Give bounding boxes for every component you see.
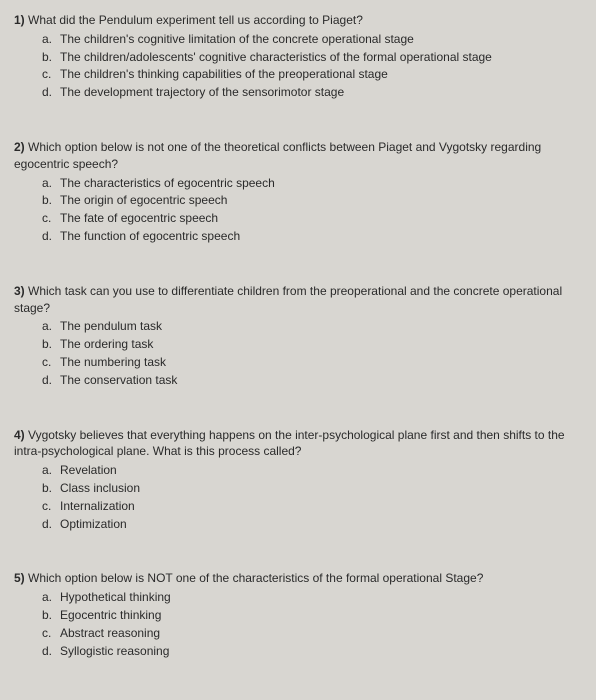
option-row: b.Egocentric thinking <box>42 607 582 624</box>
option-text: The origin of egocentric speech <box>60 193 227 207</box>
question-number: 1) <box>14 13 25 27</box>
option-letter: b. <box>42 480 60 497</box>
option-text: The children's thinking capabilities of … <box>60 67 388 81</box>
option-letter: a. <box>42 175 60 192</box>
option-row: d.Syllogistic reasoning <box>42 643 582 660</box>
question-block: 3) Which task can you use to differentia… <box>14 283 582 389</box>
options-list: a.Revelation b.Class inclusion c.Interna… <box>14 462 582 532</box>
option-text: The characteristics of egocentric speech <box>60 176 275 190</box>
options-list: a.The characteristics of egocentric spee… <box>14 175 582 245</box>
question-text: 4) Vygotsky believes that everything hap… <box>14 427 582 461</box>
option-row: d.The development trajectory of the sens… <box>42 84 582 101</box>
option-row: a.The pendulum task <box>42 318 582 335</box>
option-row: a.Revelation <box>42 462 582 479</box>
option-letter: d. <box>42 372 60 389</box>
option-text: The children's cognitive limitation of t… <box>60 32 414 46</box>
option-text: Internalization <box>60 499 135 513</box>
option-text: The children/adolescents' cognitive char… <box>60 50 492 64</box>
option-text: The development trajectory of the sensor… <box>60 85 344 99</box>
option-letter: d. <box>42 84 60 101</box>
option-letter: c. <box>42 354 60 371</box>
option-letter: b. <box>42 192 60 209</box>
question-body: Which task can you use to differentiate … <box>14 284 562 315</box>
option-row: d.The conservation task <box>42 372 582 389</box>
question-body: Which option below is NOT one of the cha… <box>28 571 483 585</box>
option-letter: c. <box>42 66 60 83</box>
question-block: 5) Which option below is NOT one of the … <box>14 570 582 659</box>
question-text: 5) Which option below is NOT one of the … <box>14 570 582 587</box>
option-text: Revelation <box>60 463 117 477</box>
option-letter: b. <box>42 49 60 66</box>
option-row: b.The origin of egocentric speech <box>42 192 582 209</box>
option-text: The fate of egocentric speech <box>60 211 218 225</box>
option-text: The pendulum task <box>60 319 162 333</box>
option-row: a.The characteristics of egocentric spee… <box>42 175 582 192</box>
option-text: The ordering task <box>60 337 153 351</box>
option-letter: a. <box>42 462 60 479</box>
option-text: Hypothetical thinking <box>60 590 171 604</box>
option-row: c.Abstract reasoning <box>42 625 582 642</box>
options-list: a.The pendulum task b.The ordering task … <box>14 318 582 388</box>
question-block: 1) What did the Pendulum experiment tell… <box>14 12 582 101</box>
option-letter: a. <box>42 318 60 335</box>
option-letter: c. <box>42 625 60 642</box>
option-row: a.Hypothetical thinking <box>42 589 582 606</box>
option-letter: b. <box>42 336 60 353</box>
question-number: 4) <box>14 428 25 442</box>
option-letter: c. <box>42 498 60 515</box>
option-letter: a. <box>42 589 60 606</box>
option-text: Egocentric thinking <box>60 608 161 622</box>
question-number: 5) <box>14 571 25 585</box>
option-text: Class inclusion <box>60 481 140 495</box>
option-text: Abstract reasoning <box>60 626 160 640</box>
question-block: 2) Which option below is not one of the … <box>14 139 582 245</box>
question-number: 3) <box>14 284 25 298</box>
question-text: 1) What did the Pendulum experiment tell… <box>14 12 582 29</box>
quiz-container: 1) What did the Pendulum experiment tell… <box>14 12 582 659</box>
option-row: c.The numbering task <box>42 354 582 371</box>
option-row: b.The children/adolescents' cognitive ch… <box>42 49 582 66</box>
question-body: Vygotsky believes that everything happen… <box>14 428 565 459</box>
option-letter: d. <box>42 228 60 245</box>
option-letter: a. <box>42 31 60 48</box>
option-text: The numbering task <box>60 355 166 369</box>
options-list: a.The children's cognitive limitation of… <box>14 31 582 101</box>
question-body: What did the Pendulum experiment tell us… <box>28 13 363 27</box>
option-row: b.Class inclusion <box>42 480 582 497</box>
option-letter: d. <box>42 643 60 660</box>
option-letter: b. <box>42 607 60 624</box>
option-row: d.Optimization <box>42 516 582 533</box>
option-row: c.Internalization <box>42 498 582 515</box>
question-text: 2) Which option below is not one of the … <box>14 139 582 173</box>
option-letter: c. <box>42 210 60 227</box>
option-row: c.The children's thinking capabilities o… <box>42 66 582 83</box>
question-number: 2) <box>14 140 25 154</box>
options-list: a.Hypothetical thinking b.Egocentric thi… <box>14 589 582 659</box>
option-row: a.The children's cognitive limitation of… <box>42 31 582 48</box>
option-text: The conservation task <box>60 373 177 387</box>
question-block: 4) Vygotsky believes that everything hap… <box>14 427 582 533</box>
question-text: 3) Which task can you use to differentia… <box>14 283 582 317</box>
option-text: Syllogistic reasoning <box>60 644 169 658</box>
option-text: Optimization <box>60 517 127 531</box>
question-body: Which option below is not one of the the… <box>14 140 541 171</box>
option-letter: d. <box>42 516 60 533</box>
option-row: c.The fate of egocentric speech <box>42 210 582 227</box>
option-row: b.The ordering task <box>42 336 582 353</box>
option-row: d.The function of egocentric speech <box>42 228 582 245</box>
option-text: The function of egocentric speech <box>60 229 240 243</box>
